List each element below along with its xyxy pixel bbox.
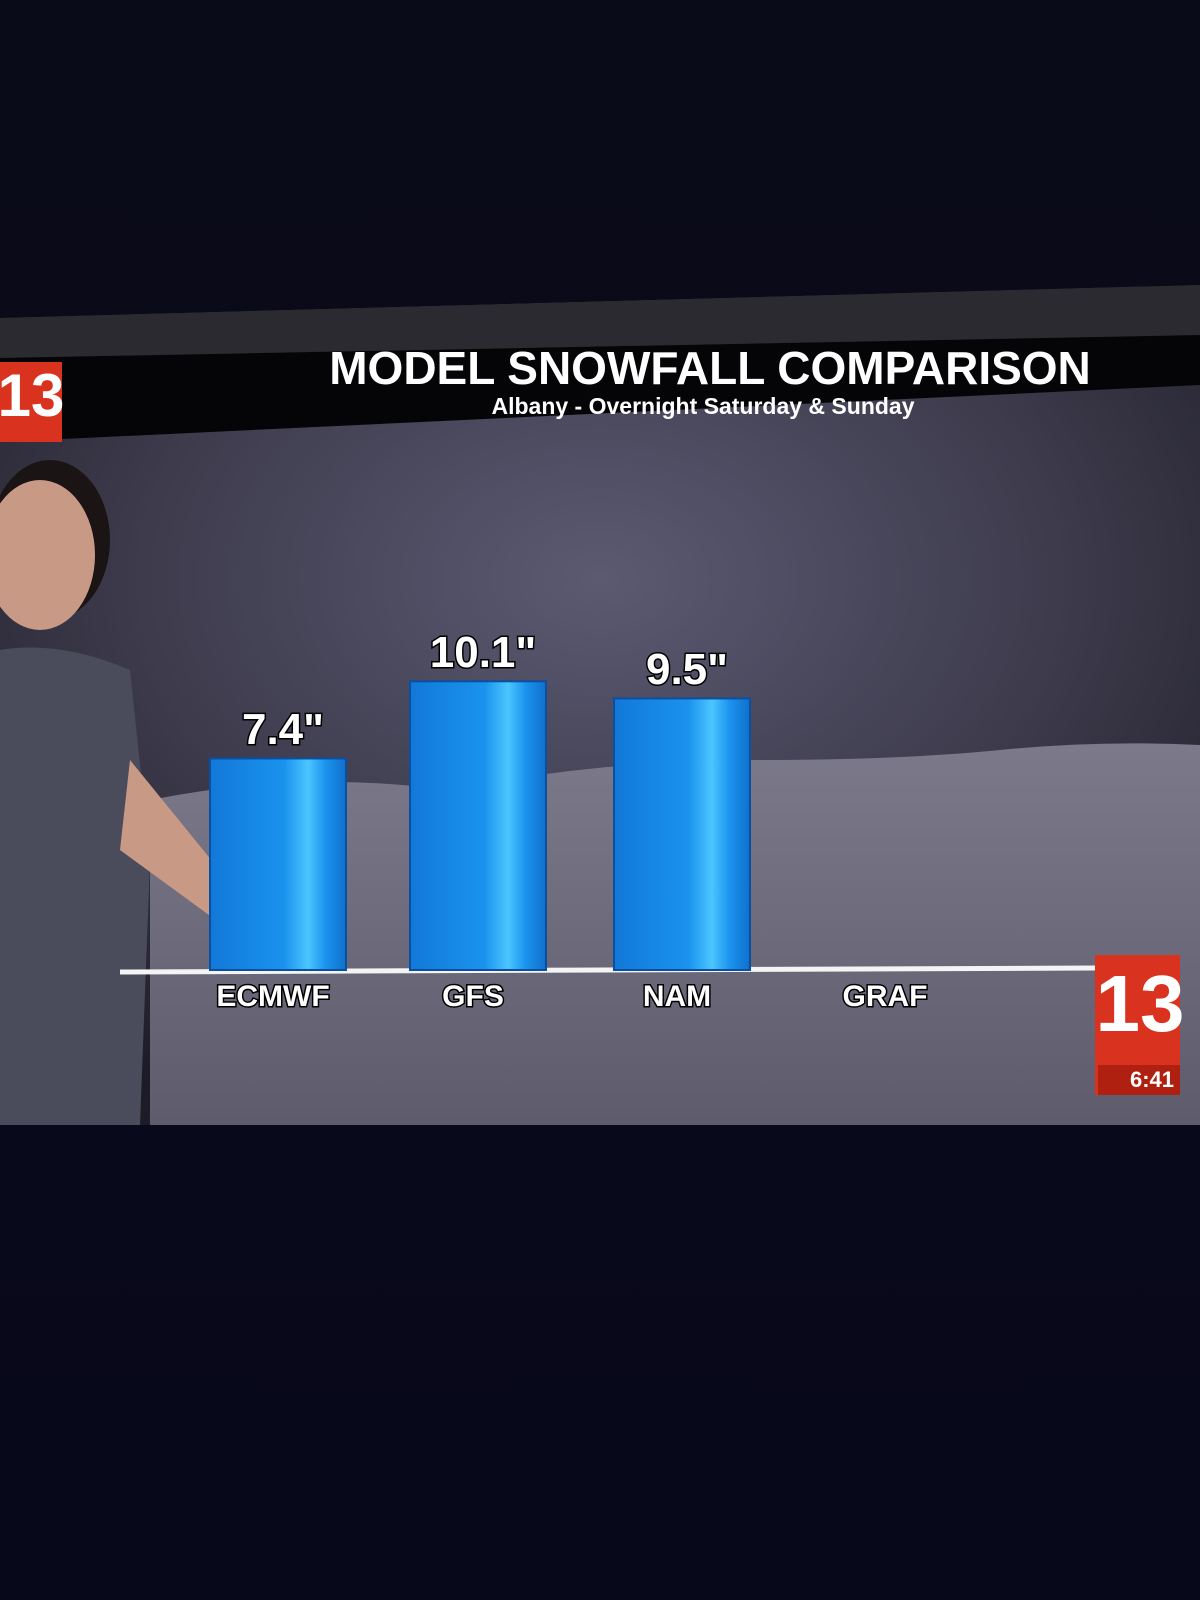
top-band <box>0 285 1200 358</box>
x-tick-label: GFS <box>442 980 504 1013</box>
value-label: 7.4" <box>242 705 324 754</box>
logo-text: 13 <box>0 362 64 429</box>
presenter <box>0 460 330 1125</box>
header-bar <box>0 335 1200 442</box>
x-tick-label: NAM <box>643 980 711 1013</box>
chart-title: MODEL SNOWFALL COMPARISON <box>329 342 1091 394</box>
left-logo <box>0 362 62 442</box>
clock-box <box>1098 1065 1180 1095</box>
baseline <box>119 965 1096 975</box>
bar <box>409 680 547 972</box>
chart-subtitle: Albany - Overnight Saturday & Sunday <box>491 393 914 419</box>
x-tick-label: ECMWF <box>216 980 329 1013</box>
x-tick-label: GRAF <box>843 980 928 1013</box>
value-label: 10.1" <box>430 628 537 677</box>
bar <box>209 757 347 971</box>
clock: 6:41 <box>1130 1067 1174 1092</box>
logo-text: 13 <box>1096 959 1185 1048</box>
value-label: 9.5" <box>646 645 728 694</box>
bar <box>613 697 751 971</box>
